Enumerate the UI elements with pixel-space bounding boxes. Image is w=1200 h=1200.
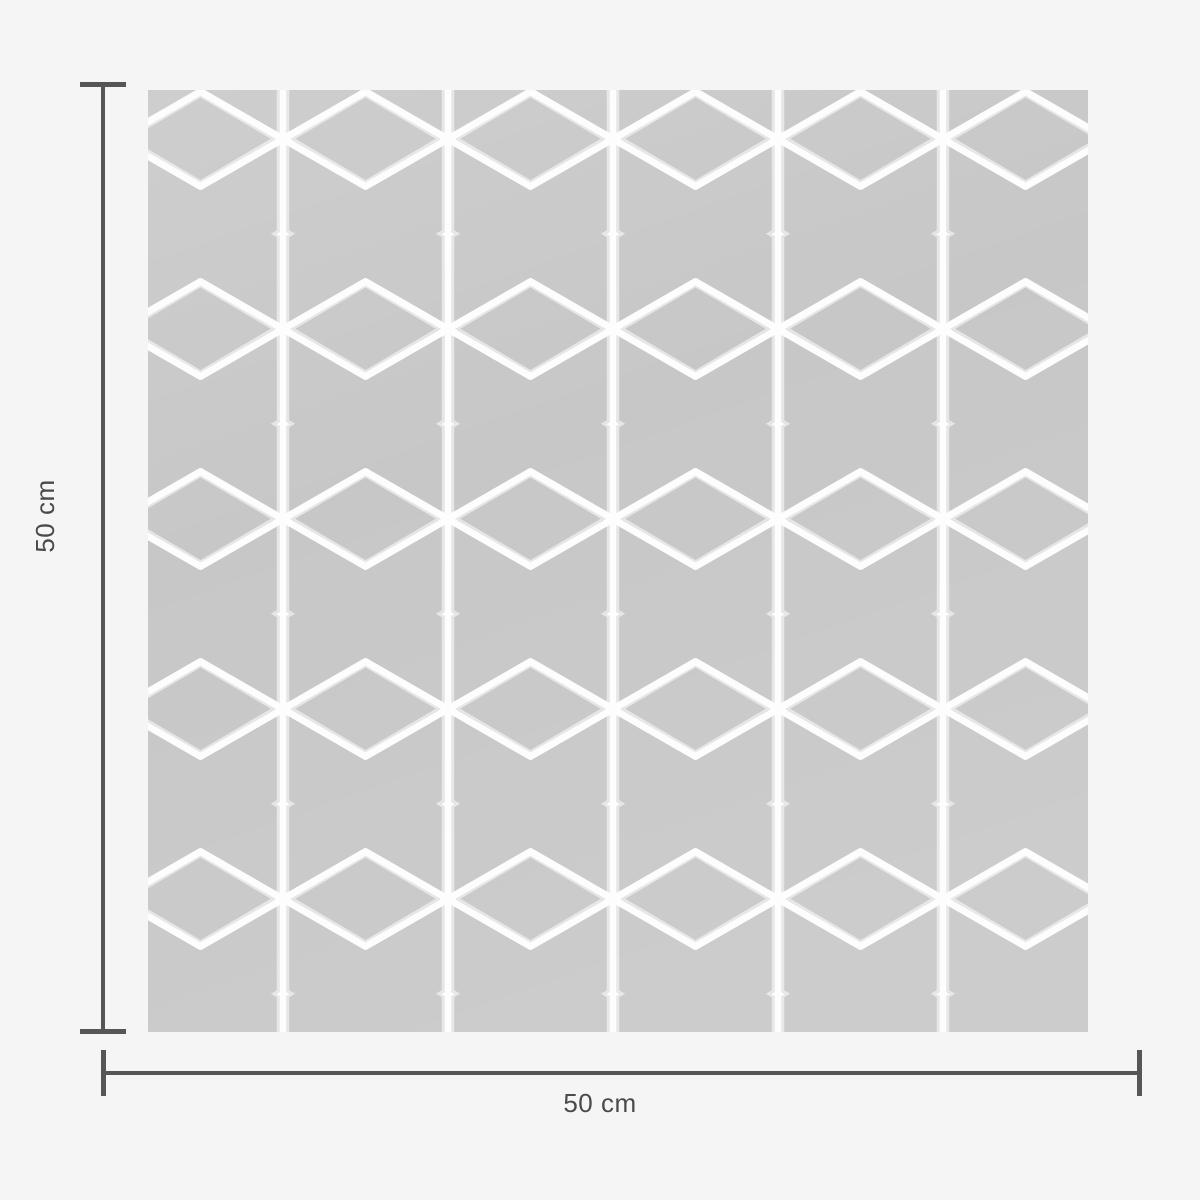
height-dimension-line xyxy=(101,82,105,1034)
width-dimension-line xyxy=(103,1071,1140,1075)
height-dimension-label: 50 cm xyxy=(30,479,60,553)
height-dimension-cap-top xyxy=(80,82,126,87)
width-dimension-cap-left xyxy=(101,1050,106,1096)
hexagon-pattern-graphic xyxy=(148,90,1088,1032)
width-dimension-cap-right xyxy=(1137,1050,1142,1096)
width-dimension-label: 50 cm xyxy=(563,1088,637,1118)
height-dimension-cap-bottom xyxy=(80,1029,126,1034)
product-tile-image xyxy=(148,90,1088,1032)
